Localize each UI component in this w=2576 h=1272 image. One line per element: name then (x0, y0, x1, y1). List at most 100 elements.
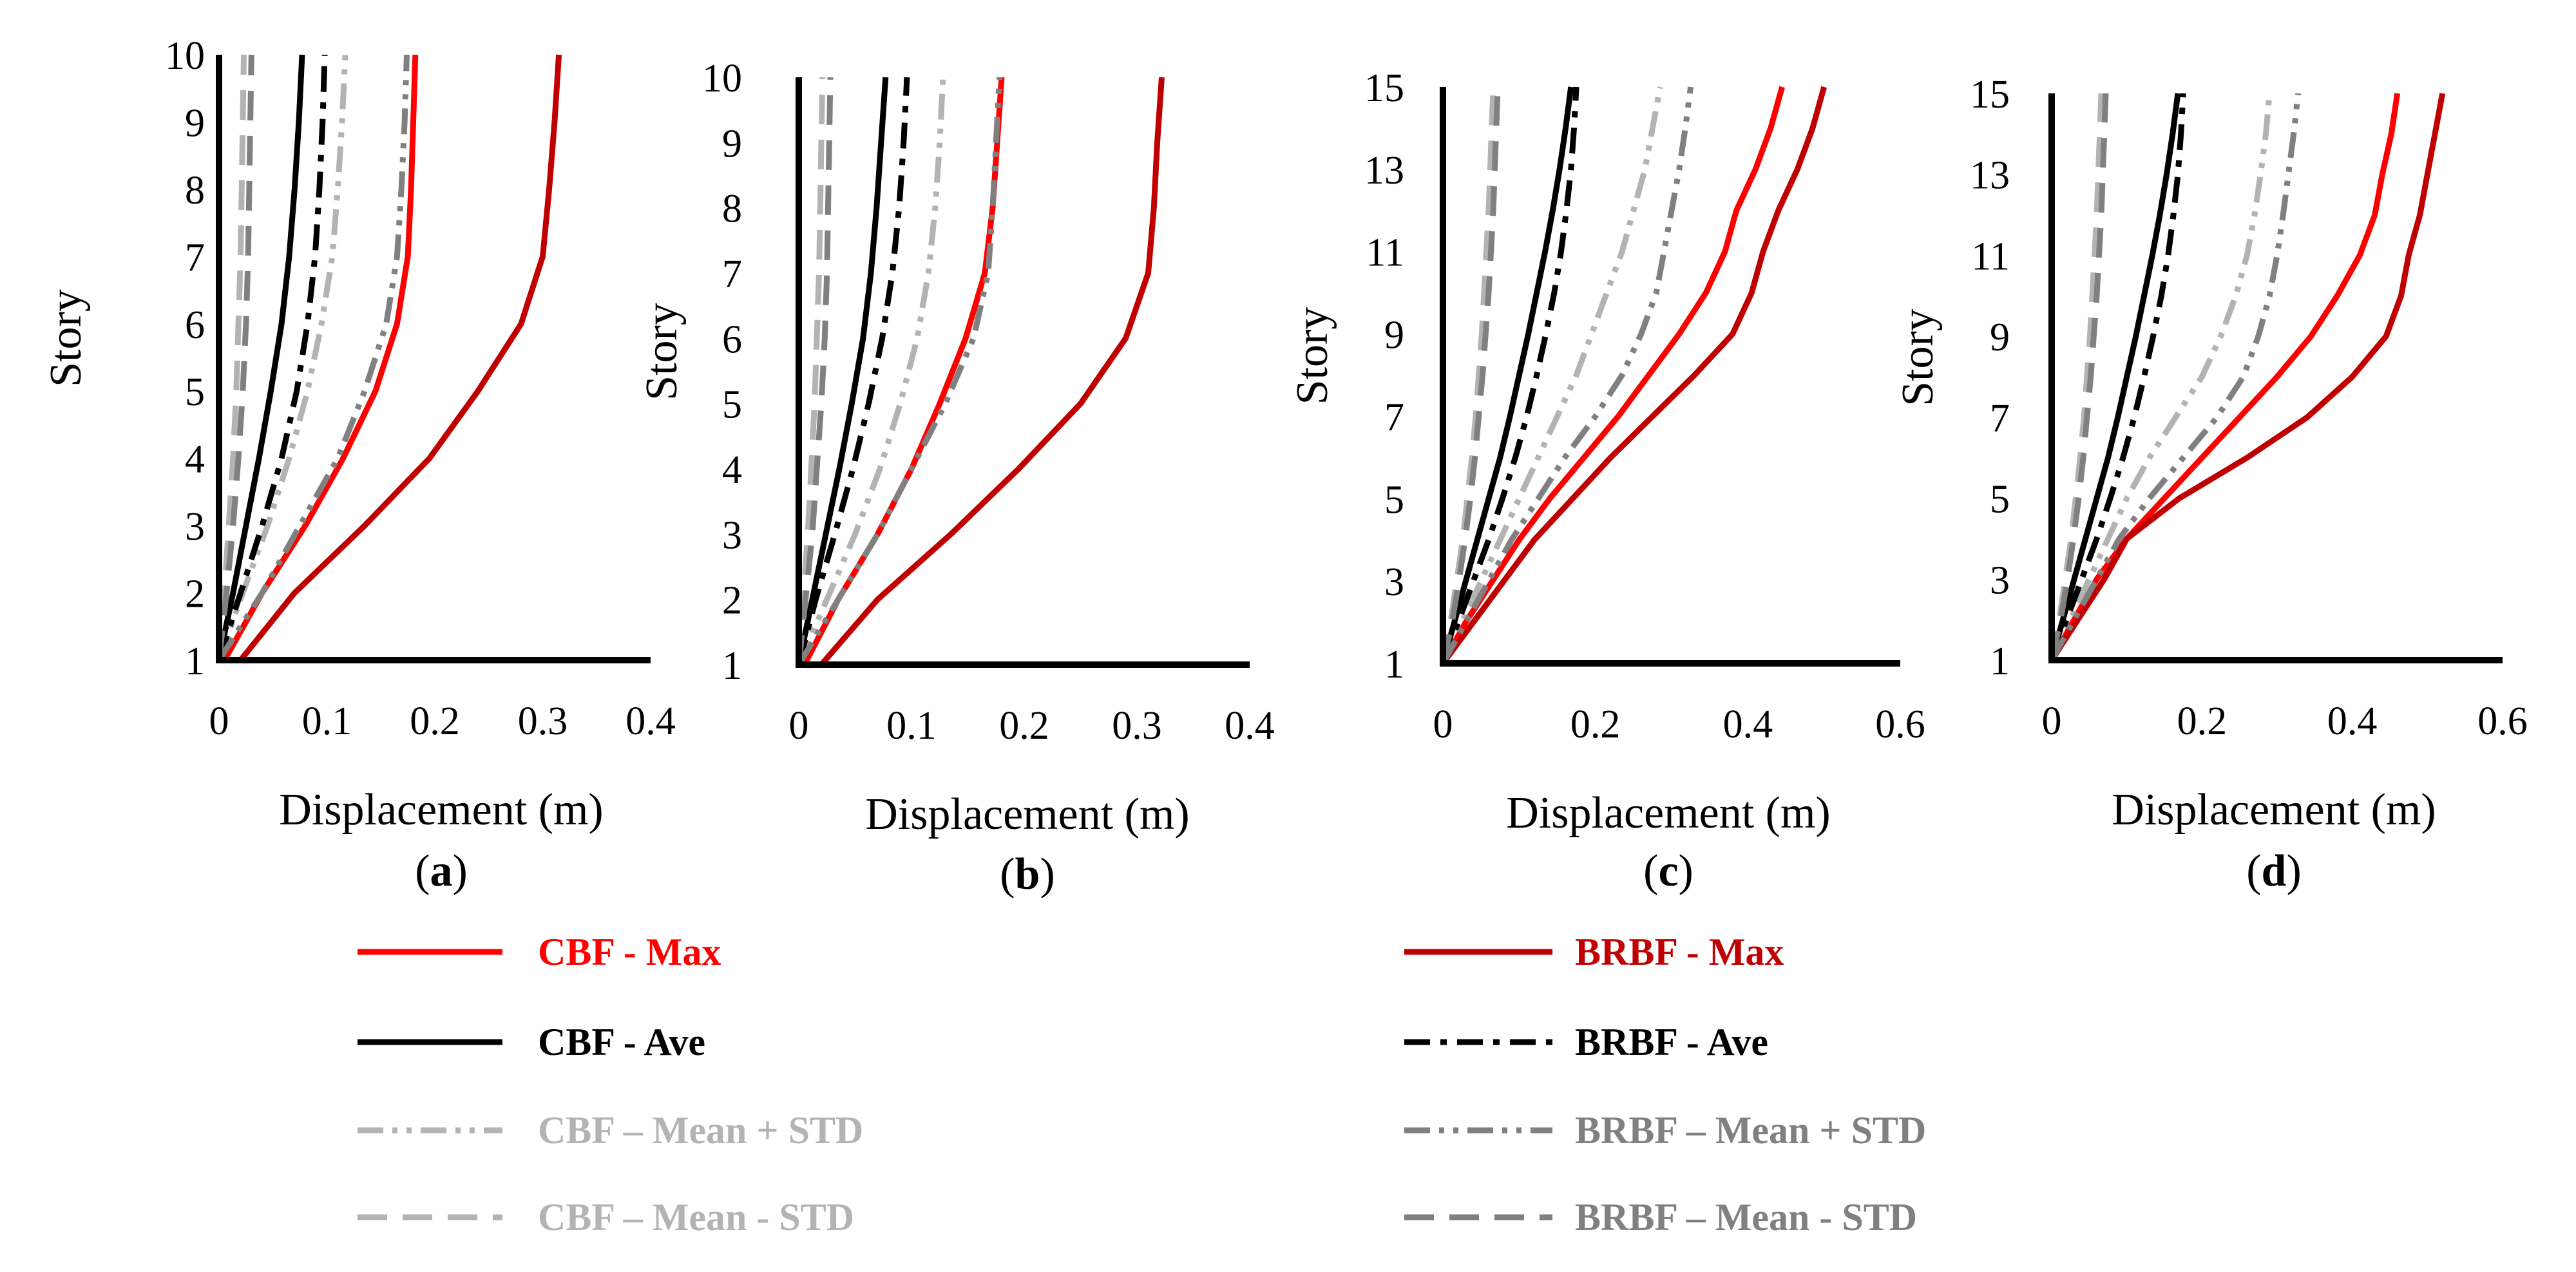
legend-label: BRBF – Mean + STD (1575, 1109, 1926, 1152)
y-tick-label: 4 (722, 448, 742, 492)
y-tick-label: 7 (1990, 397, 2010, 441)
series-line-brbf-max (2049, 93, 2446, 662)
y-tick-label: 10 (165, 34, 205, 78)
y-tick-label: 7 (722, 252, 742, 296)
y-tick-label: 2 (722, 579, 742, 623)
legend-label: CBF – Mean - STD (538, 1196, 854, 1239)
x-tick-label: 0.4 (625, 699, 676, 743)
y-tick-label: 7 (185, 236, 205, 280)
panel-label: (c) (1643, 846, 1693, 896)
series-line-brbf-ave (796, 77, 910, 666)
series-line-brbf-max (819, 77, 1165, 667)
panel-a: 1 2 3 4 5 6 7 8 9 10 0 0.1 0.2 0.3 0.4 Displacement (m)… (41, 34, 676, 896)
x-axis-title: Displacement (m) (2112, 785, 2436, 835)
x-axis-title: Displacement (m) (1506, 788, 1830, 838)
series-line-cbf-max (1440, 86, 1785, 665)
y-tick-label: 5 (1990, 478, 2010, 522)
panel-label: (d) (2246, 846, 2302, 896)
y-tick-label: 1 (1384, 643, 1404, 687)
y-tick-label: 1 (185, 640, 205, 683)
x-tick-label: 0 (2042, 699, 2062, 743)
y-tick-label: 13 (1970, 154, 2010, 198)
series-line-brbf-max (1440, 86, 1827, 665)
panel-label: (a) (415, 846, 468, 896)
y-axis-title: Story (637, 303, 687, 401)
series-line-cbf-ave (216, 54, 305, 661)
series-line-cbf-mean-std (796, 77, 826, 665)
x-tick-label: 0 (789, 704, 809, 748)
x-axis-title: Displacement (m) (865, 790, 1189, 839)
y-axis-title: Story (41, 289, 91, 387)
series-line-cbf-mean-std (216, 54, 348, 661)
y-tick-label: 3 (1990, 558, 2010, 602)
y-tick-label: 10 (702, 57, 742, 100)
y-tick-label: 3 (722, 513, 742, 557)
series-line-cbf-ave (1440, 86, 1574, 665)
x-tick-label: 0.2 (410, 699, 460, 743)
series-line-cbf-mean-std (1440, 86, 1663, 665)
legend: CBF - Max CBF - Ave CBF – Mean + STD CBF – … (358, 931, 1926, 1239)
legend-label: BRBF – Mean - STD (1575, 1196, 1917, 1239)
y-tick-label: 5 (722, 383, 742, 427)
x-tick-label: 0 (209, 699, 229, 743)
x-tick-label: 0 (1433, 703, 1453, 746)
series-line-cbf-max (222, 54, 419, 662)
x-tick-label: 0.4 (1225, 704, 1275, 748)
y-tick-label: 2 (185, 573, 205, 616)
y-tick-label: 5 (185, 370, 205, 414)
series-line-brbf-mean-std (796, 77, 1002, 667)
series-line-cbf-mean-std (216, 54, 247, 661)
x-tick-label: 0.3 (1112, 704, 1162, 748)
series-line-brbf-mean-std (1440, 86, 1694, 665)
y-tick-label: 9 (722, 122, 742, 166)
series-line-cbf-max (2049, 93, 2401, 662)
series-line-brbf-ave (216, 54, 328, 661)
y-tick-label: 15 (1364, 66, 1404, 110)
series-line-brbf-max (238, 54, 562, 662)
series-line-brbf-mean-std (796, 77, 834, 665)
x-tick-label: 0.1 (886, 704, 937, 748)
y-tick-label: 6 (722, 318, 742, 361)
series-line-brbf-ave (2048, 93, 2186, 661)
y-tick-label: 11 (1971, 234, 2010, 278)
legend-label: CBF – Mean + STD (538, 1109, 863, 1152)
y-tick-label: 1 (722, 644, 742, 688)
x-tick-label: 0.6 (1875, 703, 1925, 746)
x-tick-label: 0.3 (518, 699, 568, 743)
x-tick-label: 0.6 (2477, 699, 2528, 743)
y-tick-label: 1 (1990, 640, 2010, 683)
series-line-cbf-mean-std (2048, 93, 2273, 661)
series-line-brbf-ave (1440, 86, 1579, 665)
x-axis-title: Displacement (m) (279, 785, 603, 835)
x-tick-label: 0.2 (2177, 699, 2228, 743)
legend-label: BRBF - Max (1575, 931, 1784, 973)
y-tick-label: 6 (185, 303, 205, 347)
y-tick-label: 7 (1384, 395, 1404, 439)
series-line-brbf-mean-std (2048, 93, 2109, 661)
x-tick-label: 0.2 (999, 704, 1049, 748)
legend-label: CBF - Ave (538, 1021, 705, 1063)
y-tick-label: 9 (185, 101, 205, 145)
x-tick-label: 0.1 (302, 699, 352, 743)
y-axis-title: Story (1893, 309, 1943, 406)
legend-label: CBF - Max (538, 931, 721, 973)
series-line-cbf-mean-std (796, 77, 946, 666)
y-tick-label: 15 (1970, 73, 2010, 117)
y-tick-label: 8 (722, 187, 742, 231)
x-tick-label: 0.2 (1570, 703, 1621, 746)
y-tick-label: 4 (185, 438, 205, 482)
y-tick-label: 13 (1364, 149, 1404, 193)
y-tick-label: 3 (185, 505, 205, 549)
y-tick-label: 3 (1384, 560, 1404, 604)
y-tick-label: 5 (1384, 478, 1404, 522)
series-line-cbf-ave (796, 77, 889, 665)
series-line-brbf-mean-std (216, 54, 254, 661)
y-tick-label: 11 (1366, 231, 1404, 275)
x-tick-label: 0.4 (1723, 703, 1773, 746)
panel-b: 1 2 3 4 5 6 7 8 9 10 0 0.1 0.2 0.3 0.4 Displacement (m)… (637, 57, 1275, 899)
y-tick-label: 9 (1384, 314, 1404, 357)
series-line-brbf-mean-std (1440, 86, 1501, 664)
y-tick-label: 8 (185, 169, 205, 213)
